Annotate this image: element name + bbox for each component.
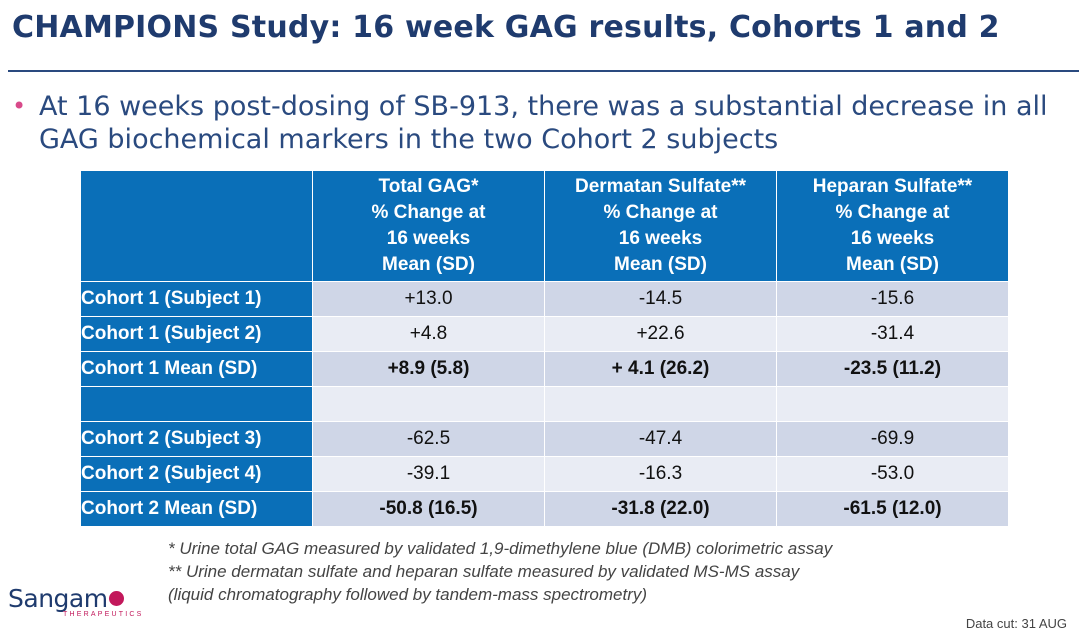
title-divider: [8, 70, 1079, 72]
bullet-text: At 16 weeks post-dosing of SB-913, there…: [39, 91, 1048, 155]
footnote-total-gag: * Urine total GAG measured by validated …: [168, 539, 833, 558]
empty-cell: [544, 386, 777, 422]
heparan-sulfate-cell: -53.0: [776, 456, 1009, 492]
total-gag-cell: -50.8 (16.5): [312, 491, 545, 527]
table-row: Cohort 2 (Subject 4) -39.1 -16.3 -53.0: [80, 456, 1009, 492]
header-line: % Change at: [603, 202, 718, 223]
dermatan-sulfate-cell: -14.5: [544, 281, 777, 317]
footnotes: * Urine total GAG measured by validated …: [168, 537, 832, 606]
dermatan-sulfate-cell: + 4.1 (26.2): [544, 351, 777, 387]
heparan-sulfate-cell: -69.9: [776, 421, 1009, 457]
header-line: 16 weeks: [386, 228, 471, 249]
heparan-sulfate-cell: -61.5 (12.0): [776, 491, 1009, 527]
sangamo-logo: Sangam THERAPEUTICS: [8, 585, 144, 625]
empty-cell: [776, 386, 1009, 422]
table-row: Cohort 1 (Subject 2) +4.8 +22.6 -31.4: [80, 316, 1009, 352]
row-label: [80, 386, 313, 422]
dermatan-sulfate-cell: +22.6: [544, 316, 777, 352]
row-label: Cohort 2 Mean (SD): [80, 491, 313, 527]
gag-results-table: Total GAG* % Change at 16 weeks Mean (SD…: [80, 170, 1009, 527]
heparan-sulfate-cell: -15.6: [776, 281, 1009, 317]
dermatan-sulfate-cell: -47.4: [544, 421, 777, 457]
header-total-gag: Total GAG* % Change at 16 weeks Mean (SD…: [312, 170, 545, 282]
dermatan-sulfate-cell: -31.8 (22.0): [544, 491, 777, 527]
total-gag-cell: -62.5: [312, 421, 545, 457]
total-gag-cell: -39.1: [312, 456, 545, 492]
table-spacer-row: [80, 386, 1009, 422]
header-line: % Change at: [371, 202, 486, 223]
heparan-sulfate-cell: -23.5 (11.2): [776, 351, 1009, 387]
table-row: Cohort 1 (Subject 1) +13.0 -14.5 -15.6: [80, 281, 1009, 317]
table-row-mean: Cohort 2 Mean (SD) -50.8 (16.5) -31.8 (2…: [80, 491, 1009, 527]
header-line: Mean (SD): [382, 254, 475, 275]
header-line: 16 weeks: [618, 228, 703, 249]
footnote-ms-ms-assay: ** Urine dermatan sulfate and heparan su…: [168, 562, 800, 581]
row-label: Cohort 2 (Subject 4): [80, 456, 313, 492]
empty-cell: [312, 386, 545, 422]
row-label: Cohort 1 (Subject 1): [80, 281, 313, 317]
total-gag-cell: +4.8: [312, 316, 545, 352]
header-line: Mean (SD): [846, 254, 939, 275]
data-cut-note: Data cut: 31 AUG: [965, 616, 1067, 631]
bullet-icon: •: [12, 92, 27, 120]
total-gag-cell: +13.0: [312, 281, 545, 317]
header-line: Mean (SD): [614, 254, 707, 275]
header-line: Dermatan Sulfate**: [574, 176, 747, 197]
footnote-lc-ms: (liquid chromatography followed by tande…: [168, 585, 648, 604]
bullet-point: • At 16 weeks post-dosing of SB-913, the…: [12, 90, 1074, 156]
dermatan-sulfate-cell: -16.3: [544, 456, 777, 492]
logo-wordmark: Sangam: [8, 585, 133, 613]
header-heparan-sulfate: Heparan Sulfate** % Change at 16 weeks M…: [776, 170, 1009, 282]
header-line: Heparan Sulfate**: [812, 176, 973, 197]
header-line: 16 weeks: [850, 228, 935, 249]
row-label: Cohort 1 Mean (SD): [80, 351, 313, 387]
total-gag-cell: +8.9 (5.8): [312, 351, 545, 387]
heparan-sulfate-cell: -31.4: [776, 316, 1009, 352]
logo-circle-icon: [108, 591, 124, 606]
header-line: Total GAG*: [378, 176, 479, 197]
header-dermatan-sulfate: Dermatan Sulfate** % Change at 16 weeks …: [544, 170, 777, 282]
row-label: Cohort 2 (Subject 3): [80, 421, 313, 457]
table-header-row: Total GAG* % Change at 16 weeks Mean (SD…: [80, 170, 1009, 282]
row-label: Cohort 1 (Subject 2): [80, 316, 313, 352]
table-row: Cohort 2 (Subject 3) -62.5 -47.4 -69.9: [80, 421, 1009, 457]
header-line: % Change at: [835, 202, 950, 223]
header-corner-cell: [80, 170, 313, 282]
table-row-mean: Cohort 1 Mean (SD) +8.9 (5.8) + 4.1 (26.…: [80, 351, 1009, 387]
logo-subtitle: THERAPEUTICS: [63, 611, 144, 618]
logo-word: Sangam: [8, 584, 108, 613]
slide-title: CHAMPIONS Study: 16 week GAG results, Co…: [12, 10, 1000, 45]
